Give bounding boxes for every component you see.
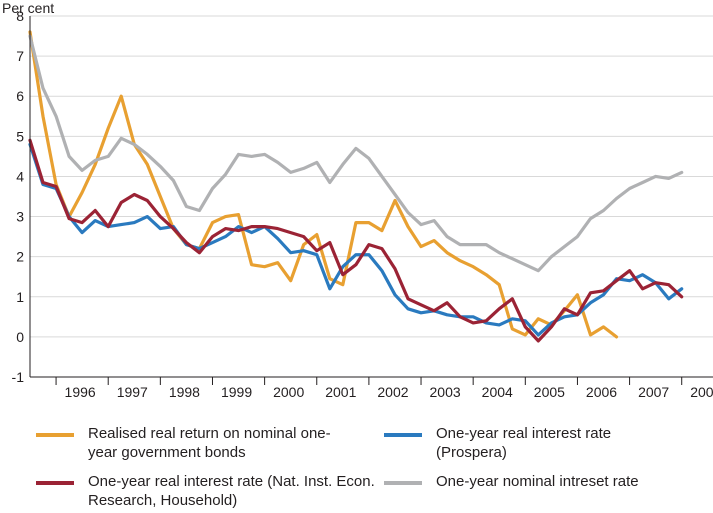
x-tick-label: 2004 [482, 384, 513, 400]
legend-swatch-nier-household [36, 481, 74, 485]
x-tick-label: 2006 [586, 384, 617, 400]
legend-label-nominal-rate: One-year nominal intreset rate [436, 473, 639, 490]
y-tick-label: 4 [16, 168, 24, 184]
y-tick-label: 6 [16, 88, 24, 104]
series-line-0 [28, 30, 619, 339]
legend-swatch-realised-return [36, 433, 74, 437]
legend-swatch-nominal-rate [384, 481, 422, 485]
y-tick-label: 3 [16, 209, 24, 225]
legend-item-prospera: One-year real interest rate (Prospera) [384, 424, 666, 462]
legend-item-nier-household: One-year real interest rate (Nat. Inst. … [36, 472, 378, 510]
x-tick-label: 2003 [430, 384, 461, 400]
legend: Realised real return on nominal one-year… [0, 412, 713, 513]
legend-item-nominal-rate: One-year nominal intreset rate [384, 472, 713, 491]
x-tick-label: 2001 [325, 384, 356, 400]
y-tick-label: 5 [16, 128, 24, 144]
y-tick-label: -1 [12, 369, 25, 385]
x-axis-ticks: 1996 1997 1998 1999 2000 2001 2002 2003 2004 2005… [55, 377, 713, 400]
y-axis-ticks: -1 0 1 2 3 4 5 6 7 8 [12, 8, 25, 385]
y-tick-label: 2 [16, 249, 24, 265]
x-tick-label: 1998 [169, 384, 200, 400]
x-tick-label: 1999 [221, 384, 252, 400]
legend-label-realised-return: Realised real return on nominal one-year… [88, 425, 331, 461]
x-tick-label: 2002 [377, 384, 408, 400]
line-chart: Per cent -1 0 1 2 3 4 5 6 7 8 1996 1997 1998 1999 200… [2, 0, 713, 400]
series-line-2 [28, 138, 684, 343]
axes [29, 16, 713, 378]
y-tick-label: 7 [16, 48, 24, 64]
x-tick-label: 1997 [117, 384, 148, 400]
legend-swatch-prospera [384, 433, 422, 437]
x-tick-label: 2000 [273, 384, 304, 400]
x-tick-label: 1996 [65, 384, 96, 400]
legend-item-realised-return: Realised real return on nominal one-year… [36, 424, 358, 462]
x-tick-label: 2008 [690, 384, 713, 400]
x-tick-label: 2007 [638, 384, 669, 400]
y-tick-label: 0 [16, 329, 24, 345]
y-axis-label: Per cent [2, 0, 54, 16]
y-tick-label: 8 [16, 8, 24, 24]
y-tick-label: 1 [16, 289, 24, 305]
grid-lines [30, 15, 713, 338]
legend-label-prospera: One-year real interest rate (Prospera) [436, 425, 612, 461]
x-tick-label: 2005 [534, 384, 565, 400]
series-line-3 [28, 34, 684, 273]
series-line-1 [28, 142, 684, 337]
series-lines [28, 30, 684, 343]
legend-label-nier-household: One-year real interest rate (Nat. Inst. … [88, 473, 375, 509]
